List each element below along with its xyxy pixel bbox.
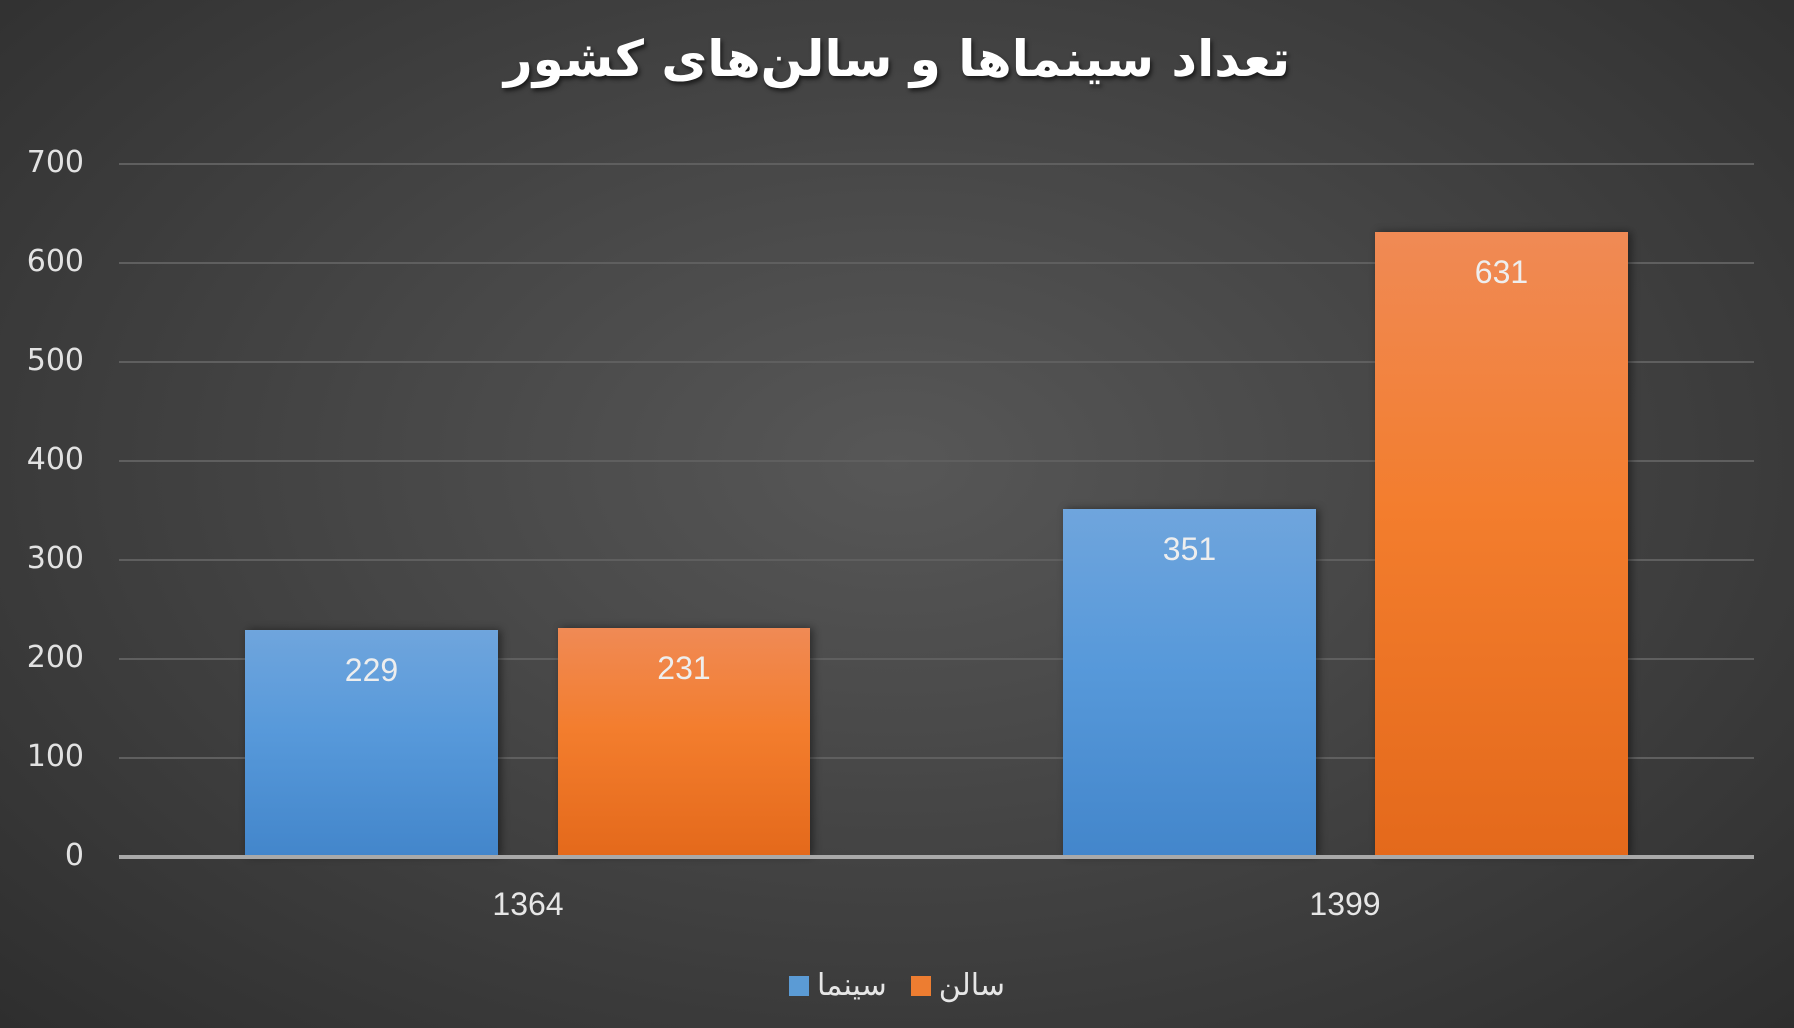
gridline-400	[119, 460, 1754, 462]
bar-1399-hall: 631	[1375, 232, 1628, 856]
gridline-200	[119, 658, 1754, 660]
y-tick-label: 400	[26, 442, 84, 477]
y-tick-label: 0	[64, 838, 84, 873]
legend-item-hall: سالن	[910, 968, 1005, 1003]
y-tick-label: 700	[26, 145, 84, 180]
x-tick-label: 1399	[1309, 886, 1381, 922]
data-label: 229	[344, 652, 399, 688]
chart-title: تعداد سینماها و سالن‌های کشور	[503, 30, 1291, 88]
data-label: 231	[657, 650, 711, 686]
blue-swatch-icon	[789, 975, 809, 996]
bar-1364-hall: 231	[558, 628, 810, 856]
gridline-500	[119, 361, 1754, 363]
bar-1364-cinema: 229	[245, 630, 498, 856]
legend-item-cinema: سینما	[789, 968, 887, 1003]
gridline-700	[119, 163, 1754, 165]
bar-1399-cinema: 351	[1063, 509, 1316, 856]
x-axis-line	[119, 855, 1754, 859]
legend: سالن سینما	[0, 968, 1794, 1003]
y-tick-label: 600	[26, 244, 84, 279]
y-tick-label: 100	[26, 739, 84, 774]
legend-label: سینما	[817, 968, 887, 1003]
gridline-300	[119, 559, 1754, 561]
y-tick-label: 300	[26, 541, 84, 576]
x-tick-label: 1364	[492, 886, 564, 922]
data-label: 351	[1162, 531, 1217, 567]
y-tick-label: 200	[26, 640, 84, 675]
orange-swatch-icon	[910, 975, 931, 996]
data-label: 631	[1474, 254, 1529, 290]
y-tick-label: 500	[26, 343, 84, 378]
gridline-100	[119, 757, 1754, 759]
gridline-600	[119, 262, 1754, 264]
legend-label: سالن	[938, 968, 1005, 1003]
